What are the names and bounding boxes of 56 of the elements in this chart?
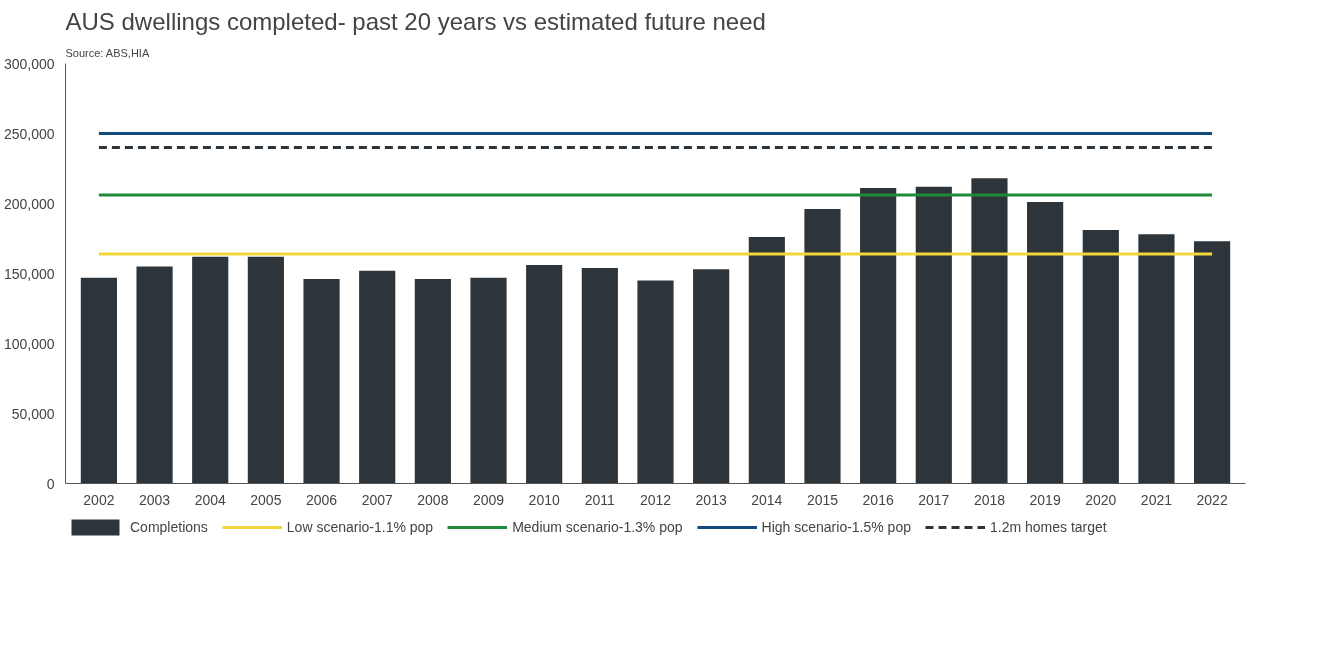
- bar: [1138, 234, 1175, 484]
- bar: [1027, 202, 1064, 484]
- bar: [1194, 241, 1231, 484]
- x-tick-label: 2022: [1196, 491, 1228, 508]
- bar: [470, 277, 507, 484]
- y-tick-label: 50,000: [11, 405, 55, 422]
- x-tick-label: 2008: [417, 491, 449, 508]
- legend-label: Completions: [130, 519, 208, 535]
- bar: [414, 279, 451, 484]
- y-tick-label: 0: [46, 475, 55, 492]
- bar: [915, 186, 952, 484]
- source-note: Source: ABS,HIA: [65, 46, 150, 59]
- chart-title: AUS dwellings completed- past 20 years vs estimated future need: [65, 7, 766, 35]
- y-tick-label: 150,000: [3, 265, 55, 282]
- x-tick-label: 2021: [1140, 491, 1173, 508]
- x-tick-label: 2005: [250, 491, 282, 508]
- x-tick-label: 2018: [973, 491, 1006, 508]
- bar: [860, 188, 897, 484]
- x-tick-label: 2013: [695, 491, 727, 508]
- x-tick-label: 2007: [361, 491, 393, 508]
- y-tick-label: 250,000: [3, 125, 55, 142]
- y-tick-label: 200,000: [3, 195, 55, 212]
- x-tick-label: 2011: [584, 491, 616, 508]
- bar: [247, 256, 284, 484]
- x-tick-label: 2009: [472, 491, 505, 508]
- x-tick-label: 2012: [639, 491, 672, 508]
- x-tick-label: 2020: [1085, 491, 1117, 508]
- y-tick-label: 300,000: [3, 55, 55, 72]
- bar: [1082, 230, 1119, 484]
- bar: [303, 279, 340, 484]
- bar: [192, 256, 229, 484]
- bar: [581, 267, 618, 484]
- bar: [359, 270, 396, 484]
- bar: [748, 237, 785, 484]
- legend-label: 1.2m homes target: [989, 519, 1107, 535]
- bar: [971, 178, 1008, 484]
- x-tick-label: 2010: [528, 491, 560, 508]
- x-tick-label: 2014: [751, 491, 783, 508]
- x-tick-label: 2015: [806, 491, 839, 508]
- x-tick-label: 2002: [83, 491, 115, 508]
- y-tick-label: 100,000: [3, 335, 55, 352]
- x-tick-label: 2006: [305, 491, 338, 508]
- legend-label: Medium scenario-1.3% pop: [512, 519, 683, 535]
- bar: [637, 280, 674, 484]
- legend-label: High scenario-1.5% pop: [761, 519, 911, 535]
- bar: [136, 266, 173, 484]
- legend-label: Low scenario-1.1% pop: [286, 519, 434, 535]
- bar: [804, 209, 841, 484]
- x-tick-label: 2004: [194, 491, 226, 508]
- bar: [80, 277, 117, 484]
- x-tick-label: 2016: [862, 491, 894, 508]
- bar: [693, 269, 730, 484]
- bar: [526, 265, 563, 484]
- x-tick-label: 2003: [138, 491, 171, 508]
- x-tick-label: 2019: [1029, 491, 1061, 508]
- x-tick-label: 2017: [918, 491, 950, 508]
